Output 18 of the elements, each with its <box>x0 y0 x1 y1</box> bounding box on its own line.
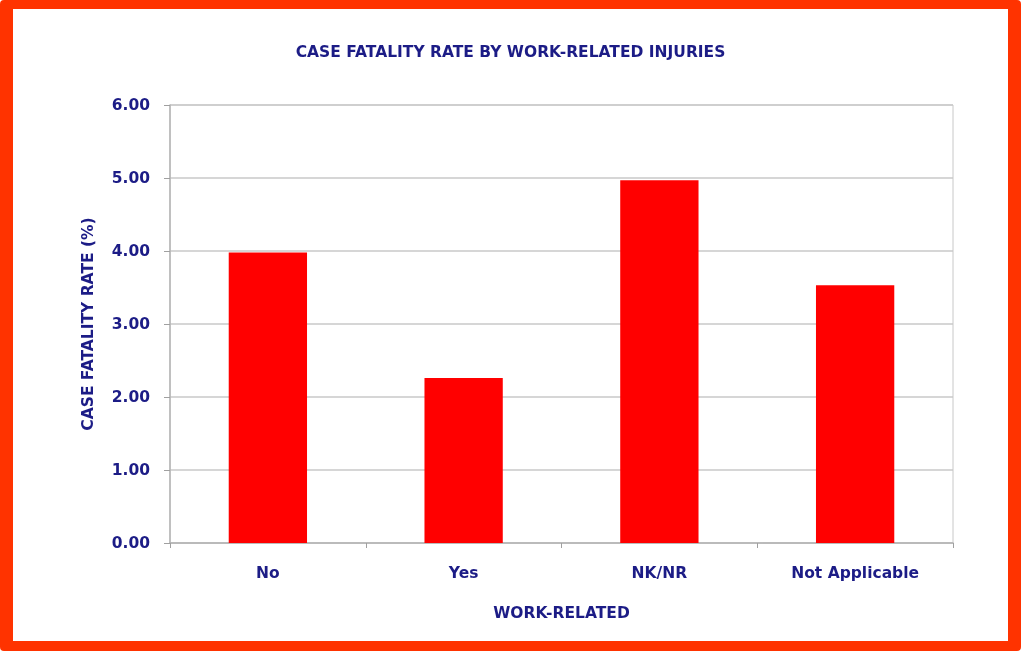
x-axis-title: WORK-RELATED <box>493 604 630 622</box>
x-tick-label: No <box>256 564 280 582</box>
y-tick-label: 3.00 <box>111 315 151 333</box>
x-tick-label: Yes <box>447 564 479 582</box>
bar <box>424 378 503 543</box>
y-tick-label: 2.00 <box>111 388 151 406</box>
bar <box>815 285 895 543</box>
y-tick-label: 6.00 <box>111 96 151 114</box>
bar <box>620 180 699 543</box>
chart-title: CASE FATALITY RATE BY WORK-RELATED INJURIES <box>295 43 726 61</box>
y-tick-label: 5.00 <box>111 169 151 187</box>
y-tick-label: 0.00 <box>111 534 151 552</box>
x-tick-label: Not Applicable <box>791 564 920 582</box>
y-tick-label: 4.00 <box>111 242 151 260</box>
y-tick-label: 1.00 <box>111 461 151 479</box>
x-tick-label: NK/NR <box>631 564 688 582</box>
y-axis-title: CASE FATALITY RATE (%) <box>79 217 97 431</box>
bar <box>228 252 308 543</box>
